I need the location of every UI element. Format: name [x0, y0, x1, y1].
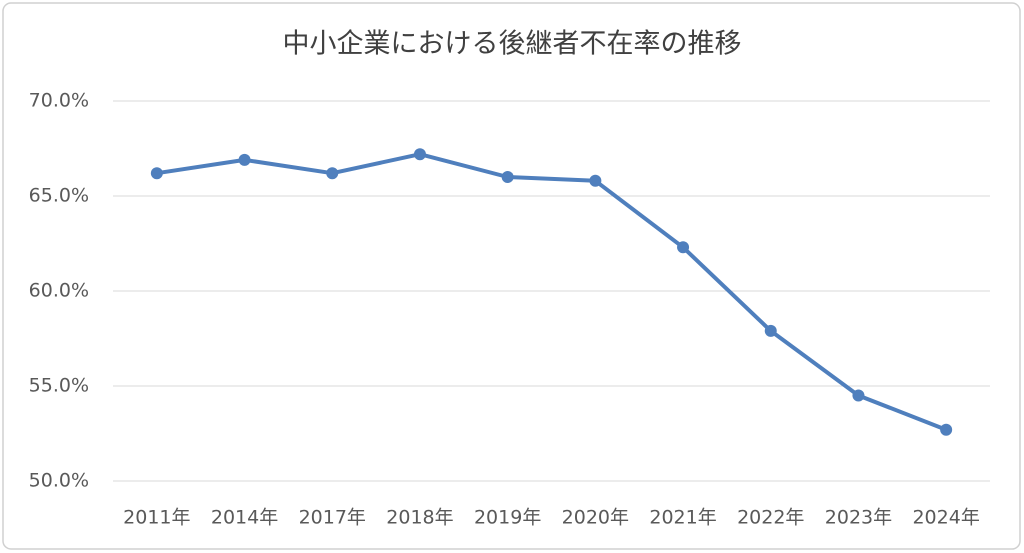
x-tick-label: 2024年 — [912, 507, 979, 529]
data-point — [940, 423, 953, 436]
data-point — [238, 153, 251, 166]
data-line — [156, 152, 947, 432]
data-point — [764, 324, 777, 337]
x-tick-label: 2018年 — [386, 507, 453, 529]
x-tick-label: 2017年 — [299, 507, 366, 529]
data-point — [677, 241, 690, 254]
y-tick-label: 65.0% — [29, 185, 89, 207]
y-tick-label: 50.0% — [29, 470, 89, 492]
data-point — [326, 167, 339, 180]
data-point — [413, 148, 426, 161]
x-tick-label: 2011年 — [123, 507, 190, 529]
x-tick-label: 2022年 — [737, 507, 804, 529]
data-point — [150, 167, 163, 180]
y-tick-label: 55.0% — [29, 375, 89, 397]
y-tick-label: 70.0% — [29, 90, 89, 112]
data-point — [501, 171, 514, 183]
x-tick-label: 2021年 — [649, 507, 716, 529]
x-tick-label: 2014年 — [211, 507, 278, 529]
data-point — [852, 389, 865, 402]
y-tick-label: 60.0% — [29, 280, 89, 302]
x-tick-label: 2020年 — [562, 507, 629, 529]
data-point — [589, 174, 602, 187]
chart-title: 中小企業における後継者不在率の推移 — [283, 29, 742, 60]
x-tick-label: 2019年 — [474, 507, 541, 529]
x-tick-label: 2023年 — [825, 507, 892, 529]
